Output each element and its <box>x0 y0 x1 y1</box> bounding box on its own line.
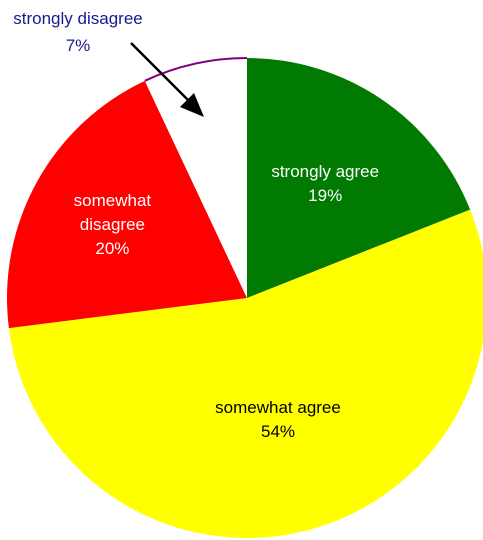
pie-label-1-line-0: somewhat agree <box>215 398 341 417</box>
callout-arrow-line <box>130 42 197 109</box>
callout: strongly disagree 7% <box>13 9 204 117</box>
pie-label-0-line-0: strongly agree <box>271 162 379 181</box>
callout-label-line-1: strongly disagree <box>13 9 142 28</box>
pie-slices <box>6 57 483 538</box>
pie-label-1-line-1: 54% <box>261 422 295 441</box>
pie-slice-0 <box>247 58 471 298</box>
pie-slice-3 <box>144 58 247 298</box>
callout-label-line-2: 7% <box>66 36 91 55</box>
pie-label-2-line-1: disagree <box>80 215 145 234</box>
pie-label-2-line-2: 20% <box>95 239 129 258</box>
pie-slice-edge-3 <box>144 57 248 82</box>
pie-slice-1 <box>8 209 483 538</box>
pie-slice-2 <box>6 80 247 329</box>
pie-label-0-line-1: 19% <box>308 186 342 205</box>
callout-arrowhead <box>180 93 204 117</box>
pie-label-2-line-0: somewhat <box>74 191 152 210</box>
pie-labels: strongly agree 19% somewhat agree 54% somewh… <box>74 162 379 441</box>
